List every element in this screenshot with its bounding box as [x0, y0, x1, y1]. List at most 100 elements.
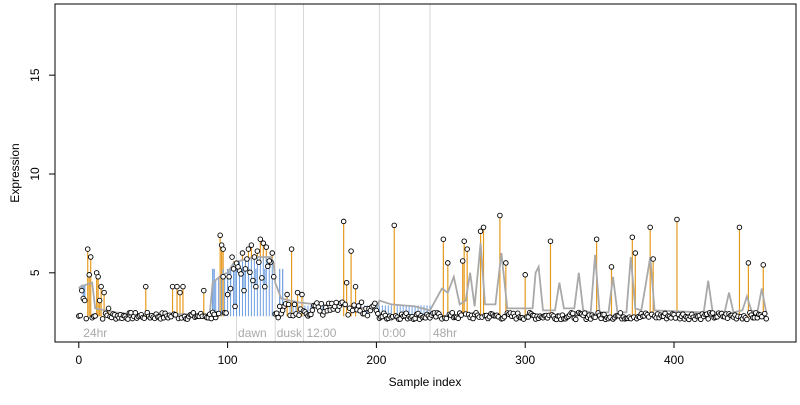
data-point: [227, 285, 234, 292]
data-point: [547, 238, 554, 244]
data-point: [581, 310, 588, 316]
data-point: [459, 258, 466, 264]
axes: Sample index Expression: [8, 3, 797, 389]
data-point: [86, 272, 92, 278]
data-point: [522, 272, 528, 278]
data-point: [477, 228, 484, 235]
data-point: [592, 314, 598, 321]
plot-frame: [54, 3, 797, 343]
data-point: [608, 264, 615, 270]
data-point: [245, 246, 252, 252]
data-point: [95, 274, 101, 280]
data-point: [82, 297, 88, 304]
x-tick-label: 100: [218, 353, 238, 367]
data-point: [570, 310, 576, 317]
data-point: [105, 305, 112, 312]
data-point: [288, 246, 295, 252]
data-point: [215, 310, 222, 317]
data-point: [141, 315, 148, 321]
data-point: [208, 315, 214, 322]
data-point: [745, 260, 752, 266]
x-tick-label: 200: [366, 353, 386, 367]
data-point: [762, 310, 768, 317]
data-point: [309, 307, 316, 313]
data-point: [254, 248, 261, 254]
data-point: [647, 224, 653, 231]
data-point: [440, 236, 447, 242]
data-point: [276, 303, 283, 310]
region-labels: 24hr dawn dusk 12:00 0:00 48hr: [83, 326, 457, 340]
data-point: [343, 279, 350, 286]
data-points: [76, 212, 769, 323]
data-point: [291, 301, 298, 308]
data-point: [250, 277, 256, 284]
data-point: [253, 283, 259, 290]
data-point: [285, 301, 292, 308]
data-point: [445, 260, 451, 266]
data-point: [763, 316, 769, 322]
region-label: dusk: [277, 326, 303, 340]
deviation-segments: [81, 215, 764, 317]
data-point: [125, 316, 131, 322]
region-label: 24hr: [83, 326, 107, 340]
data-point: [270, 274, 277, 280]
data-point: [248, 242, 255, 248]
data-point: [92, 313, 98, 319]
data-point: [223, 310, 229, 316]
data-point: [458, 312, 464, 318]
data-point: [220, 274, 226, 280]
data-point: [279, 307, 286, 314]
data-point: [269, 250, 275, 256]
data-point: [364, 312, 371, 319]
x-tick-label: 0: [75, 353, 82, 367]
data-point: [260, 240, 267, 246]
data-point: [77, 312, 84, 319]
data-point: [461, 238, 467, 244]
data-point: [480, 224, 487, 231]
y-tick-label: 10: [28, 167, 42, 181]
data-point: [226, 274, 232, 280]
data-point: [174, 283, 180, 290]
data-point: [229, 254, 235, 260]
data-point: [284, 291, 290, 298]
data-point: [79, 287, 85, 294]
data-point: [256, 259, 262, 265]
region-label: 48hr: [433, 326, 457, 340]
data-point: [180, 283, 186, 290]
data-point: [593, 236, 600, 242]
data-point: [629, 234, 636, 240]
data-point: [299, 291, 305, 298]
data-point: [443, 315, 450, 322]
data-point: [101, 289, 107, 296]
data-point: [345, 312, 351, 318]
x-tick-label: 400: [664, 353, 684, 367]
data-point: [220, 246, 226, 252]
data-point: [247, 269, 253, 276]
x-axis-label: Sample index: [389, 375, 462, 389]
data-point: [259, 275, 265, 281]
data-point: [632, 250, 639, 256]
data-point: [238, 271, 244, 277]
data-point: [391, 222, 398, 229]
data-point: [172, 312, 179, 318]
data-point: [230, 266, 237, 272]
data-point: [352, 283, 359, 290]
data-point: [501, 314, 508, 320]
data-point: [342, 301, 348, 308]
x-axis-ticks: 0 100 200 300 400: [75, 342, 684, 367]
data-point: [99, 316, 106, 322]
y-axis-ticks: 5 10 15: [28, 68, 55, 276]
data-point: [503, 260, 509, 266]
data-point: [83, 315, 89, 322]
data-point: [650, 256, 656, 262]
data-point: [87, 254, 94, 260]
data-point: [340, 218, 347, 225]
data-point: [232, 303, 238, 310]
data-point: [244, 256, 250, 262]
data-point: [573, 316, 579, 323]
data-point: [617, 310, 624, 316]
data-point: [318, 300, 325, 307]
data-point: [296, 312, 302, 318]
